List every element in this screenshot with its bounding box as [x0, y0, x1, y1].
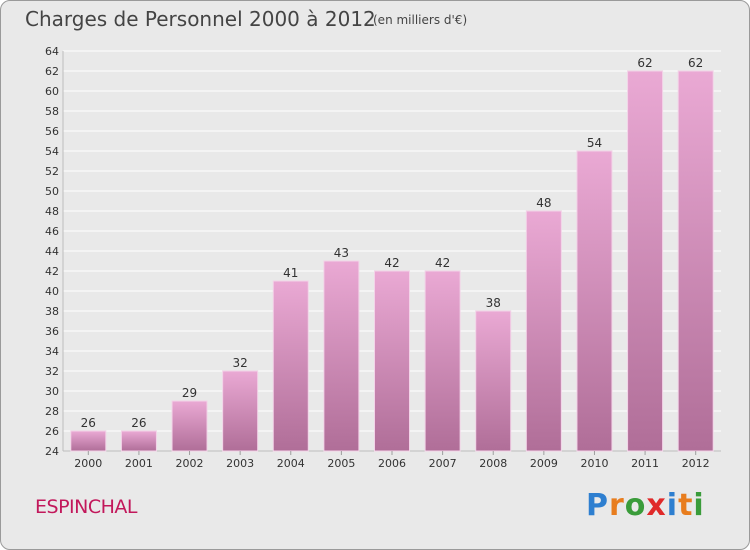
data-label-2005: 43	[334, 246, 349, 260]
x-axis: 2000 2001 2002 2003 2004 2005 2006 2007 2008 2009…	[74, 451, 710, 470]
y-tick-label: 60	[45, 85, 59, 98]
y-axis: 24 26 28 30 32 34 36 38 40 42 44 46 48 50 52 54 56 58 60 62…	[45, 45, 721, 458]
y-tick-label: 64	[45, 45, 59, 58]
bar-2011	[627, 70, 664, 452]
y-tick-label: 54	[45, 145, 59, 158]
data-label-2008: 38	[486, 296, 501, 310]
y-tick-label: 58	[45, 105, 59, 118]
data-label-2004: 41	[283, 266, 298, 280]
logo-letter: i	[666, 488, 679, 523]
logo-letter: o	[624, 488, 647, 523]
bar-2004	[272, 280, 309, 452]
x-tick-label-2001: 2001	[125, 457, 153, 470]
bar-2001	[120, 430, 157, 452]
data-label-2000: 26	[81, 416, 96, 430]
logo-letter: r	[609, 488, 625, 523]
y-tick-label: 40	[45, 285, 59, 298]
data-label-2001: 26	[131, 416, 146, 430]
y-tick-label: 42	[45, 265, 59, 278]
bar-2007	[424, 270, 461, 452]
x-tick-label-2007: 2007	[429, 457, 457, 470]
x-tick-label-2012: 2012	[682, 457, 710, 470]
bar-2010	[576, 150, 613, 452]
x-tick-label-2004: 2004	[277, 457, 305, 470]
y-tick-label: 62	[45, 65, 59, 78]
data-labels: 26 26 29 32 41 43 42 42 38 48 54 62 62	[81, 56, 704, 430]
bar-2005	[323, 260, 360, 452]
data-label-2006: 42	[384, 256, 399, 270]
y-tick-label: 46	[45, 225, 59, 238]
chart-title: Charges de Personnel 2000 à 2012	[25, 7, 376, 31]
x-tick-label-2003: 2003	[226, 457, 254, 470]
bar-2002	[171, 400, 208, 452]
x-tick-label-2011: 2011	[631, 457, 659, 470]
data-label-2002: 29	[182, 386, 197, 400]
y-tick-label: 34	[45, 345, 59, 358]
y-tick-label: 26	[45, 425, 59, 438]
proxiti-logo[interactable]: Proxiti	[586, 488, 705, 523]
y-tick-label: 48	[45, 205, 59, 218]
x-tick-label-2009: 2009	[530, 457, 558, 470]
y-tick-label: 50	[45, 185, 59, 198]
y-tick-label: 30	[45, 385, 59, 398]
y-tick-label: 28	[45, 405, 59, 418]
data-label-2010: 54	[587, 136, 602, 150]
y-tick-label: 44	[45, 245, 59, 258]
data-label-2009: 48	[536, 196, 551, 210]
bars	[70, 70, 714, 452]
logo-letter: t	[678, 488, 694, 523]
x-tick-label-2006: 2006	[378, 457, 406, 470]
x-tick-label-2005: 2005	[327, 457, 355, 470]
data-label-2011: 62	[637, 56, 652, 70]
logo-letter: P	[586, 488, 609, 523]
bar-2012	[677, 70, 714, 452]
y-tick-label: 52	[45, 165, 59, 178]
data-label-2007: 42	[435, 256, 450, 270]
x-tick-label-2002: 2002	[176, 457, 204, 470]
y-tick-label: 24	[45, 445, 59, 458]
bar-2003	[222, 370, 259, 452]
x-tick-label-2010: 2010	[580, 457, 608, 470]
y-tick-label: 32	[45, 365, 59, 378]
bar-2008	[475, 310, 512, 452]
chart-subtitle: (en milliers d'€)	[373, 13, 468, 27]
bar-2006	[374, 270, 410, 452]
bar-2000	[70, 430, 107, 452]
y-tick-label: 36	[45, 325, 59, 338]
data-label-2012: 62	[688, 56, 703, 70]
x-tick-label-2000: 2000	[74, 457, 102, 470]
data-label-2003: 32	[233, 356, 248, 370]
commune-name: ESPINCHAL	[35, 496, 137, 518]
logo-letter: i	[693, 488, 705, 523]
x-tick-label-2008: 2008	[479, 457, 507, 470]
bar-2009	[525, 210, 562, 452]
logo-letter: x	[646, 488, 667, 523]
y-tick-label: 38	[45, 305, 59, 318]
y-tick-label: 56	[45, 125, 59, 138]
